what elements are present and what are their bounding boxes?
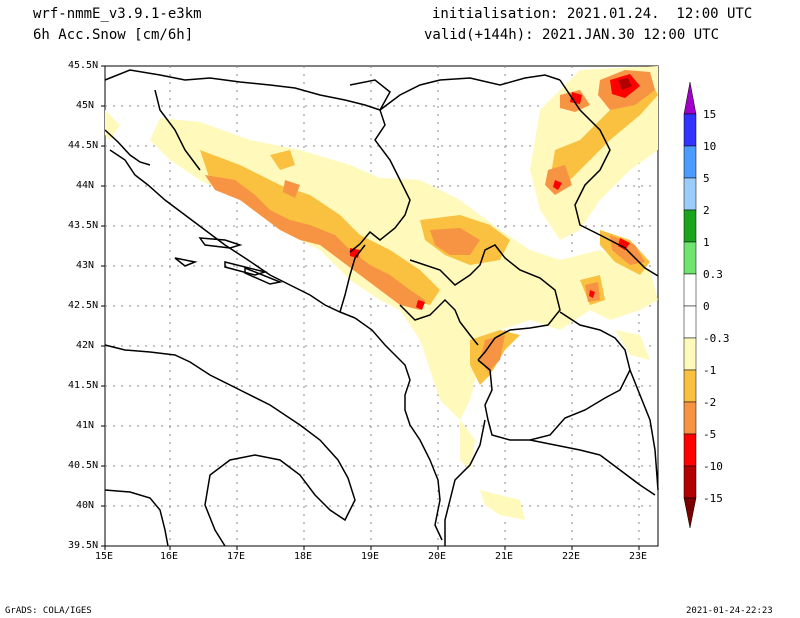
- legend-label: -10: [703, 460, 723, 473]
- lat-label: 40N: [76, 500, 95, 511]
- legend-swatch-neg1-neg2: [683, 369, 697, 403]
- lon-label: 17E: [227, 551, 246, 562]
- lon-label: 21E: [495, 551, 514, 562]
- lon-label: 16E: [160, 551, 179, 562]
- legend-swatch-5-10: [683, 145, 697, 179]
- axis-ticks: [101, 65, 640, 550]
- legend-label: 1: [703, 236, 710, 249]
- lat-label: 45.5N: [68, 60, 99, 71]
- legend-swatch-neg0.3-neg1: [683, 337, 697, 371]
- legend-swatch-10-15: [683, 113, 697, 147]
- legend-swatch-neg5-neg10: [683, 433, 697, 467]
- lat-label: 42N: [76, 340, 95, 351]
- legend-label: 2: [703, 204, 710, 217]
- lon-label: 18E: [294, 551, 313, 562]
- lon-label: 23E: [629, 551, 648, 562]
- snow-extreme: [618, 78, 632, 90]
- legend-label: 0.3: [703, 268, 723, 281]
- legend-label: 15: [703, 108, 717, 121]
- lat-label: 39.5N: [68, 540, 99, 551]
- legend-swatch-0-0.3: [683, 273, 697, 307]
- legend-label: -2: [703, 396, 717, 409]
- lat-label: 43.5N: [68, 220, 99, 231]
- valid-time: valid(+144h): 2021.JAN.30 12:00 UTC: [424, 27, 720, 43]
- lat-label: 41N: [76, 420, 95, 431]
- legend-top-arrow: [683, 81, 697, 115]
- lon-label: 19E: [361, 551, 380, 562]
- legend-swatch-neg10-neg15: [683, 465, 697, 499]
- lat-label: 40.5N: [68, 460, 99, 471]
- lon-label: 22E: [562, 551, 581, 562]
- legend-swatch-neg2-neg5: [683, 401, 697, 435]
- legend-label: -0.3: [703, 332, 730, 345]
- legend-swatch-2-5: [683, 177, 697, 211]
- footer-timestamp: 2021-01-24-22:23: [686, 606, 773, 616]
- lat-label: 45N: [76, 100, 95, 111]
- lat-label: 42.5N: [68, 300, 99, 311]
- legend-label: -15: [703, 492, 723, 505]
- legend-label: 0: [703, 300, 710, 313]
- lat-label: 44N: [76, 180, 95, 191]
- footer-credit: GrADS: COLA/IGES: [5, 606, 92, 616]
- lat-label: 43N: [76, 260, 95, 271]
- field-title: 6h Acc.Snow [cm/6h]: [33, 27, 194, 43]
- legend-swatch-1-2: [683, 209, 697, 243]
- lon-label: 15E: [95, 551, 114, 562]
- snow-shading: [105, 66, 658, 520]
- legend-swatch-0.3-1: [683, 241, 697, 275]
- lat-label: 44.5N: [68, 140, 99, 151]
- model-title: wrf-nmmE_v3.9.1-e3km: [33, 6, 202, 22]
- legend-label: -1: [703, 364, 717, 377]
- legend-label: 10: [703, 140, 717, 153]
- lon-label: 20E: [428, 551, 447, 562]
- init-time: initialisation: 2021.01.24. 12:00 UTC: [432, 6, 753, 22]
- legend-bottom-arrow: [683, 497, 697, 529]
- legend-colorbar: [683, 81, 697, 529]
- lat-label: 41.5N: [68, 380, 99, 391]
- legend-swatch-0-neg0.3: [683, 305, 697, 339]
- coastlines-borders: [104, 69, 659, 547]
- legend-label: 5: [703, 172, 710, 185]
- legend-label: -5: [703, 428, 717, 441]
